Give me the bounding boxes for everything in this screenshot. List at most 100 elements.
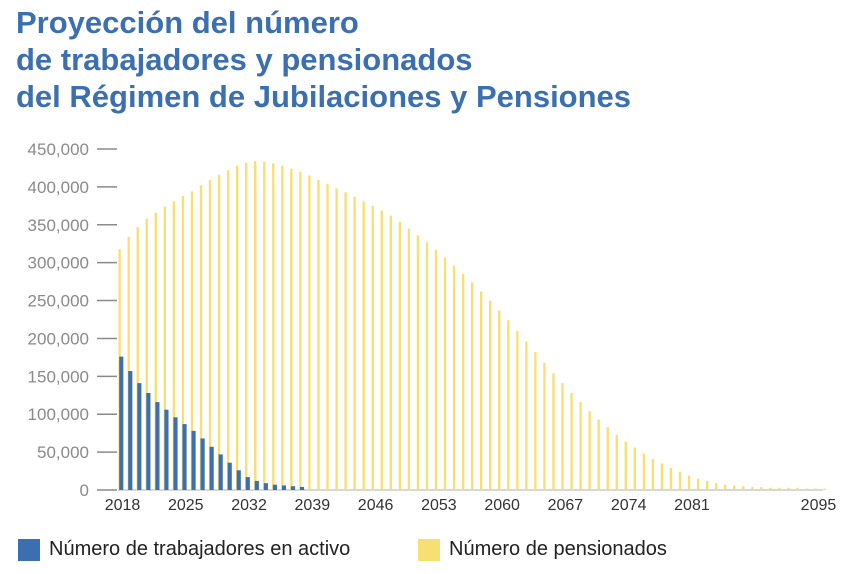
- y-tick-label: 50,000: [37, 443, 89, 462]
- bar-pensionados: [570, 393, 573, 490]
- y-tick-label: 150,000: [28, 367, 89, 386]
- bar-pensionados: [552, 373, 555, 490]
- bar-activos: [218, 454, 223, 490]
- bar-pensionados: [796, 487, 799, 490]
- bar-pensionados: [272, 163, 275, 491]
- bar-pensionados: [769, 487, 772, 490]
- legend-label-activos: Número de trabajadores en activo: [49, 538, 351, 560]
- bar-pensionados: [678, 471, 682, 490]
- x-tick-label: 2018: [105, 497, 141, 514]
- bar-pensionados: [299, 171, 302, 490]
- bar-activos: [191, 430, 196, 490]
- bar-pensionados: [190, 191, 194, 491]
- bar-pensionados: [805, 488, 808, 490]
- bar-activos: [182, 424, 187, 490]
- bar-pensionados: [425, 242, 429, 490]
- bar-pensionados: [154, 212, 157, 491]
- bar-activos: [146, 393, 151, 490]
- bar-pensionados: [543, 362, 546, 490]
- bar-pensionados: [145, 218, 148, 490]
- bar-activos: [245, 477, 250, 490]
- legend-label-pensionados: Número de pensionados: [449, 538, 667, 560]
- bar-activos: [290, 486, 296, 490]
- bar-pensionados: [461, 274, 465, 490]
- legend-swatch-pensionados: [418, 538, 440, 561]
- x-tick-label: 2095: [801, 497, 837, 514]
- bar-activos: [254, 480, 259, 490]
- x-tick-label: 2046: [358, 497, 394, 514]
- bar-pensionados: [371, 205, 374, 491]
- x-tick-label: 2053: [421, 497, 457, 514]
- bar-activos: [299, 486, 305, 490]
- bar-pensionados: [434, 249, 438, 490]
- bar-pensionados: [344, 192, 347, 490]
- y-tick-label: 250,000: [28, 292, 89, 311]
- chart-title: Proyección del número de trabajadores y …: [16, 4, 631, 115]
- bar-pensionados: [814, 488, 817, 490]
- title-line-3: del Régimen de Jubilaciones y Pensiones: [16, 79, 632, 114]
- bar-pensionados: [308, 175, 311, 490]
- bar-pensionados: [263, 161, 266, 491]
- bar-activos: [227, 462, 232, 490]
- bar-pensionados: [733, 485, 736, 490]
- bar-pensionados: [172, 201, 176, 490]
- bar-pensionados: [760, 486, 763, 490]
- bar-pensionados: [823, 488, 826, 490]
- y-tick-label: 400,000: [28, 178, 89, 197]
- bar-pensionados: [534, 352, 537, 490]
- bar-pensionados: [163, 206, 166, 490]
- bar-pensionados: [290, 168, 293, 491]
- legend-item-activos: Número de trabajadores en activo: [18, 538, 350, 561]
- bar-pensionados: [254, 161, 257, 490]
- bar-pensionados: [669, 468, 673, 490]
- bar-pensionados: [516, 330, 519, 490]
- bar-activos: [200, 438, 205, 490]
- y-tick-label: 0: [80, 481, 89, 500]
- bar-pensionados: [561, 383, 564, 490]
- bar-activos: [164, 409, 169, 490]
- bar-pensionados: [687, 475, 691, 490]
- title-line-1: Proyección del número: [16, 5, 359, 40]
- bar-pensionados: [136, 227, 139, 490]
- bar-pensionados: [588, 411, 591, 490]
- title-line-2: de trabajadores y pensionados: [16, 42, 473, 77]
- x-tick-label: 2060: [484, 497, 520, 514]
- bar-pensionados: [452, 265, 456, 490]
- bar-pensionados: [389, 215, 392, 490]
- bar-activos: [119, 356, 124, 490]
- bar-pensionados: [226, 170, 230, 490]
- bar-pensionados: [525, 341, 528, 490]
- bar-pensionados: [633, 447, 636, 490]
- bar-activos: [263, 483, 268, 490]
- bar-pensionados: [208, 180, 212, 490]
- bar-pensionados: [651, 458, 655, 490]
- bar-pensionados: [362, 201, 365, 490]
- y-tick-label: 100,000: [28, 405, 89, 424]
- bar-pensionados: [181, 195, 185, 490]
- bar-pensionados: [778, 487, 781, 490]
- bar-pensionados: [579, 402, 582, 490]
- bar-pensionados: [127, 236, 130, 490]
- bar-pensionados: [489, 300, 492, 490]
- y-tick-label: 450,000: [28, 140, 89, 159]
- bar-pensionados: [281, 165, 284, 490]
- bar-pensionados: [470, 282, 474, 490]
- legend-swatch-activos: [18, 538, 40, 561]
- bar-pensionados: [353, 196, 356, 491]
- bar-pensionados: [335, 188, 338, 490]
- x-tick-label: 2067: [548, 497, 584, 514]
- bar-pensionados: [380, 210, 383, 490]
- bar-activos: [155, 402, 160, 490]
- bar-pensionados: [714, 483, 718, 490]
- bar-pensionados: [787, 487, 790, 490]
- bar-activos: [236, 470, 241, 490]
- bar-activos: [209, 446, 214, 490]
- y-tick-label: 350,000: [28, 216, 89, 235]
- bar-pensionados: [615, 434, 618, 490]
- bar-pensionados: [606, 427, 609, 490]
- bar-pensionados: [696, 478, 700, 490]
- x-tick-label: 2039: [295, 497, 331, 514]
- bar-activos: [173, 417, 178, 490]
- bar-pensionados: [244, 162, 248, 490]
